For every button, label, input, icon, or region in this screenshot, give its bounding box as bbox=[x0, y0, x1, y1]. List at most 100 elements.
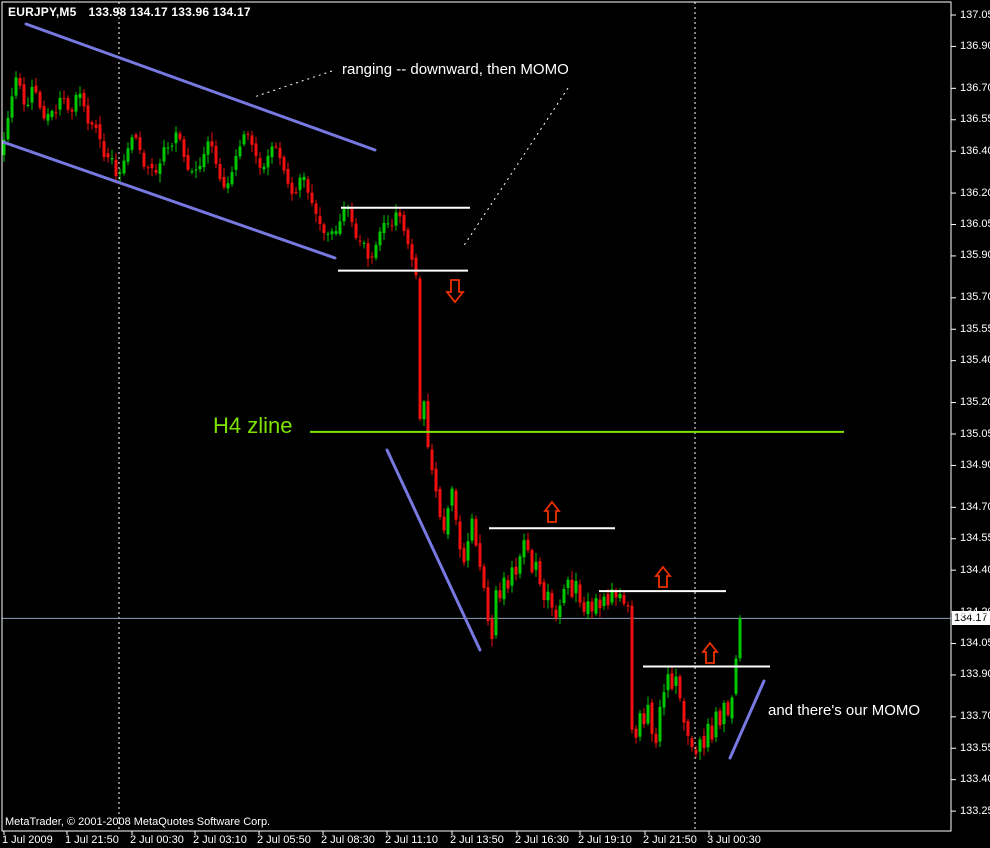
candle bbox=[110, 149, 114, 165]
price-axis-label: 135.90 bbox=[960, 249, 990, 262]
trendline-channel-lower[interactable] bbox=[1, 140, 337, 260]
candle bbox=[306, 176, 310, 200]
candle bbox=[662, 684, 666, 716]
price-axis-label: 133.25 bbox=[960, 804, 990, 817]
candle bbox=[242, 131, 246, 147]
candle bbox=[406, 227, 410, 249]
momentum-up-arrow-icon[interactable] bbox=[654, 565, 672, 588]
momentum-up-arrow-icon[interactable] bbox=[543, 500, 561, 523]
price-axis-label: 134.40 bbox=[960, 563, 990, 576]
candle bbox=[674, 668, 678, 695]
candle bbox=[278, 142, 282, 166]
price-axis-label: 136.70 bbox=[960, 81, 990, 94]
candle bbox=[590, 597, 594, 619]
price-axis-label: 136.20 bbox=[960, 186, 990, 199]
momentum-down-arrow-icon[interactable] bbox=[445, 279, 465, 304]
momentum-up-arrow-icon[interactable] bbox=[701, 641, 719, 664]
candle bbox=[506, 575, 510, 594]
candle bbox=[510, 561, 514, 593]
candle bbox=[710, 717, 714, 743]
candle bbox=[66, 95, 70, 114]
candle bbox=[158, 158, 162, 183]
price-axis-label: 134.55 bbox=[960, 532, 990, 545]
candle bbox=[194, 161, 198, 179]
price-axis-label: 134.05 bbox=[960, 637, 990, 649]
time-axis-label: 2 Jul 21:50 bbox=[643, 834, 697, 846]
candle bbox=[330, 228, 334, 240]
candle bbox=[334, 225, 338, 236]
candle bbox=[202, 146, 206, 172]
candle bbox=[646, 696, 650, 726]
candle bbox=[582, 596, 586, 616]
price-axis-label: 136.40 bbox=[960, 144, 990, 157]
candle bbox=[22, 77, 26, 112]
candle bbox=[638, 709, 642, 742]
trendline-breakdown[interactable] bbox=[385, 448, 482, 652]
candle bbox=[626, 601, 630, 613]
candle bbox=[378, 227, 382, 251]
candle bbox=[270, 142, 274, 164]
candle bbox=[414, 253, 418, 280]
candle bbox=[14, 71, 18, 100]
price-axis-label: 133.55 bbox=[960, 741, 990, 754]
candle bbox=[146, 164, 150, 175]
h4-zline-label: H4 zline bbox=[213, 413, 293, 438]
candle bbox=[446, 505, 450, 540]
candle bbox=[738, 615, 742, 662]
candle bbox=[734, 655, 738, 696]
copyright-text: MetaTrader, © 2001-2008 MetaQuotes Softw… bbox=[5, 816, 271, 828]
candle bbox=[622, 590, 626, 606]
candle bbox=[546, 583, 550, 609]
candle bbox=[574, 572, 578, 603]
candle bbox=[42, 100, 46, 121]
candle bbox=[398, 208, 402, 224]
candle bbox=[250, 130, 254, 153]
candle bbox=[726, 699, 730, 717]
candle bbox=[542, 578, 546, 608]
candle bbox=[86, 97, 90, 131]
time-axis-label: 2 Jul 05:50 bbox=[257, 834, 311, 846]
candle bbox=[382, 215, 386, 241]
candle bbox=[310, 184, 314, 207]
candle bbox=[518, 553, 522, 579]
candle bbox=[30, 79, 34, 110]
candle bbox=[562, 584, 566, 606]
candle bbox=[294, 186, 298, 195]
candle bbox=[298, 174, 302, 198]
candle bbox=[290, 177, 294, 201]
candle bbox=[538, 557, 542, 587]
candle bbox=[478, 534, 482, 572]
candle bbox=[578, 579, 582, 608]
trendline-channel-upper[interactable] bbox=[24, 22, 377, 152]
annotation-pointer-line bbox=[462, 87, 569, 248]
candle bbox=[342, 201, 346, 226]
price-axis-label: 136.55 bbox=[960, 113, 990, 126]
candle bbox=[134, 132, 138, 141]
candle bbox=[234, 149, 238, 177]
candle bbox=[90, 120, 94, 130]
candle bbox=[602, 593, 606, 610]
time-axis-label: 2 Jul 19:10 bbox=[578, 834, 632, 846]
candle bbox=[682, 697, 686, 731]
candle bbox=[390, 218, 394, 232]
candle bbox=[498, 582, 502, 603]
candle bbox=[438, 486, 442, 520]
time-axis-label: 2 Jul 16:30 bbox=[515, 834, 569, 846]
candle bbox=[354, 218, 358, 240]
price-axis-label: 135.20 bbox=[960, 396, 990, 409]
candle bbox=[26, 97, 30, 108]
candle bbox=[422, 399, 426, 426]
candle bbox=[82, 89, 86, 113]
candle bbox=[286, 162, 290, 189]
candle bbox=[502, 572, 506, 606]
candle bbox=[358, 234, 362, 247]
candle bbox=[182, 135, 186, 162]
candle bbox=[210, 132, 214, 154]
candle bbox=[170, 143, 174, 152]
candle bbox=[314, 199, 318, 223]
candle bbox=[238, 139, 242, 160]
trendline-momo-up[interactable] bbox=[728, 679, 766, 760]
time-axis-label: 1 Jul 2009 bbox=[2, 834, 53, 846]
candle bbox=[262, 163, 266, 174]
